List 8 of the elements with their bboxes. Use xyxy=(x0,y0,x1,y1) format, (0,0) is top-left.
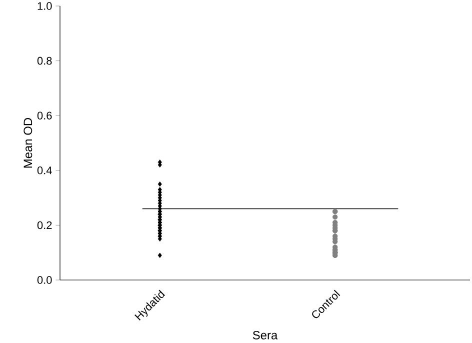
y-tick-label: 0.8 xyxy=(37,56,52,65)
y-tick-label: 0.4 xyxy=(37,166,52,174)
y-axis-title: Mean OD xyxy=(24,118,32,168)
x-axis-title: Sera xyxy=(252,330,278,340)
y-tick-label: 0.0 xyxy=(37,276,52,284)
y-tick-label: 1.0 xyxy=(38,2,52,10)
y-tick-label: 0.6 xyxy=(37,112,52,120)
y-tick-label: 0.2 xyxy=(37,221,52,230)
